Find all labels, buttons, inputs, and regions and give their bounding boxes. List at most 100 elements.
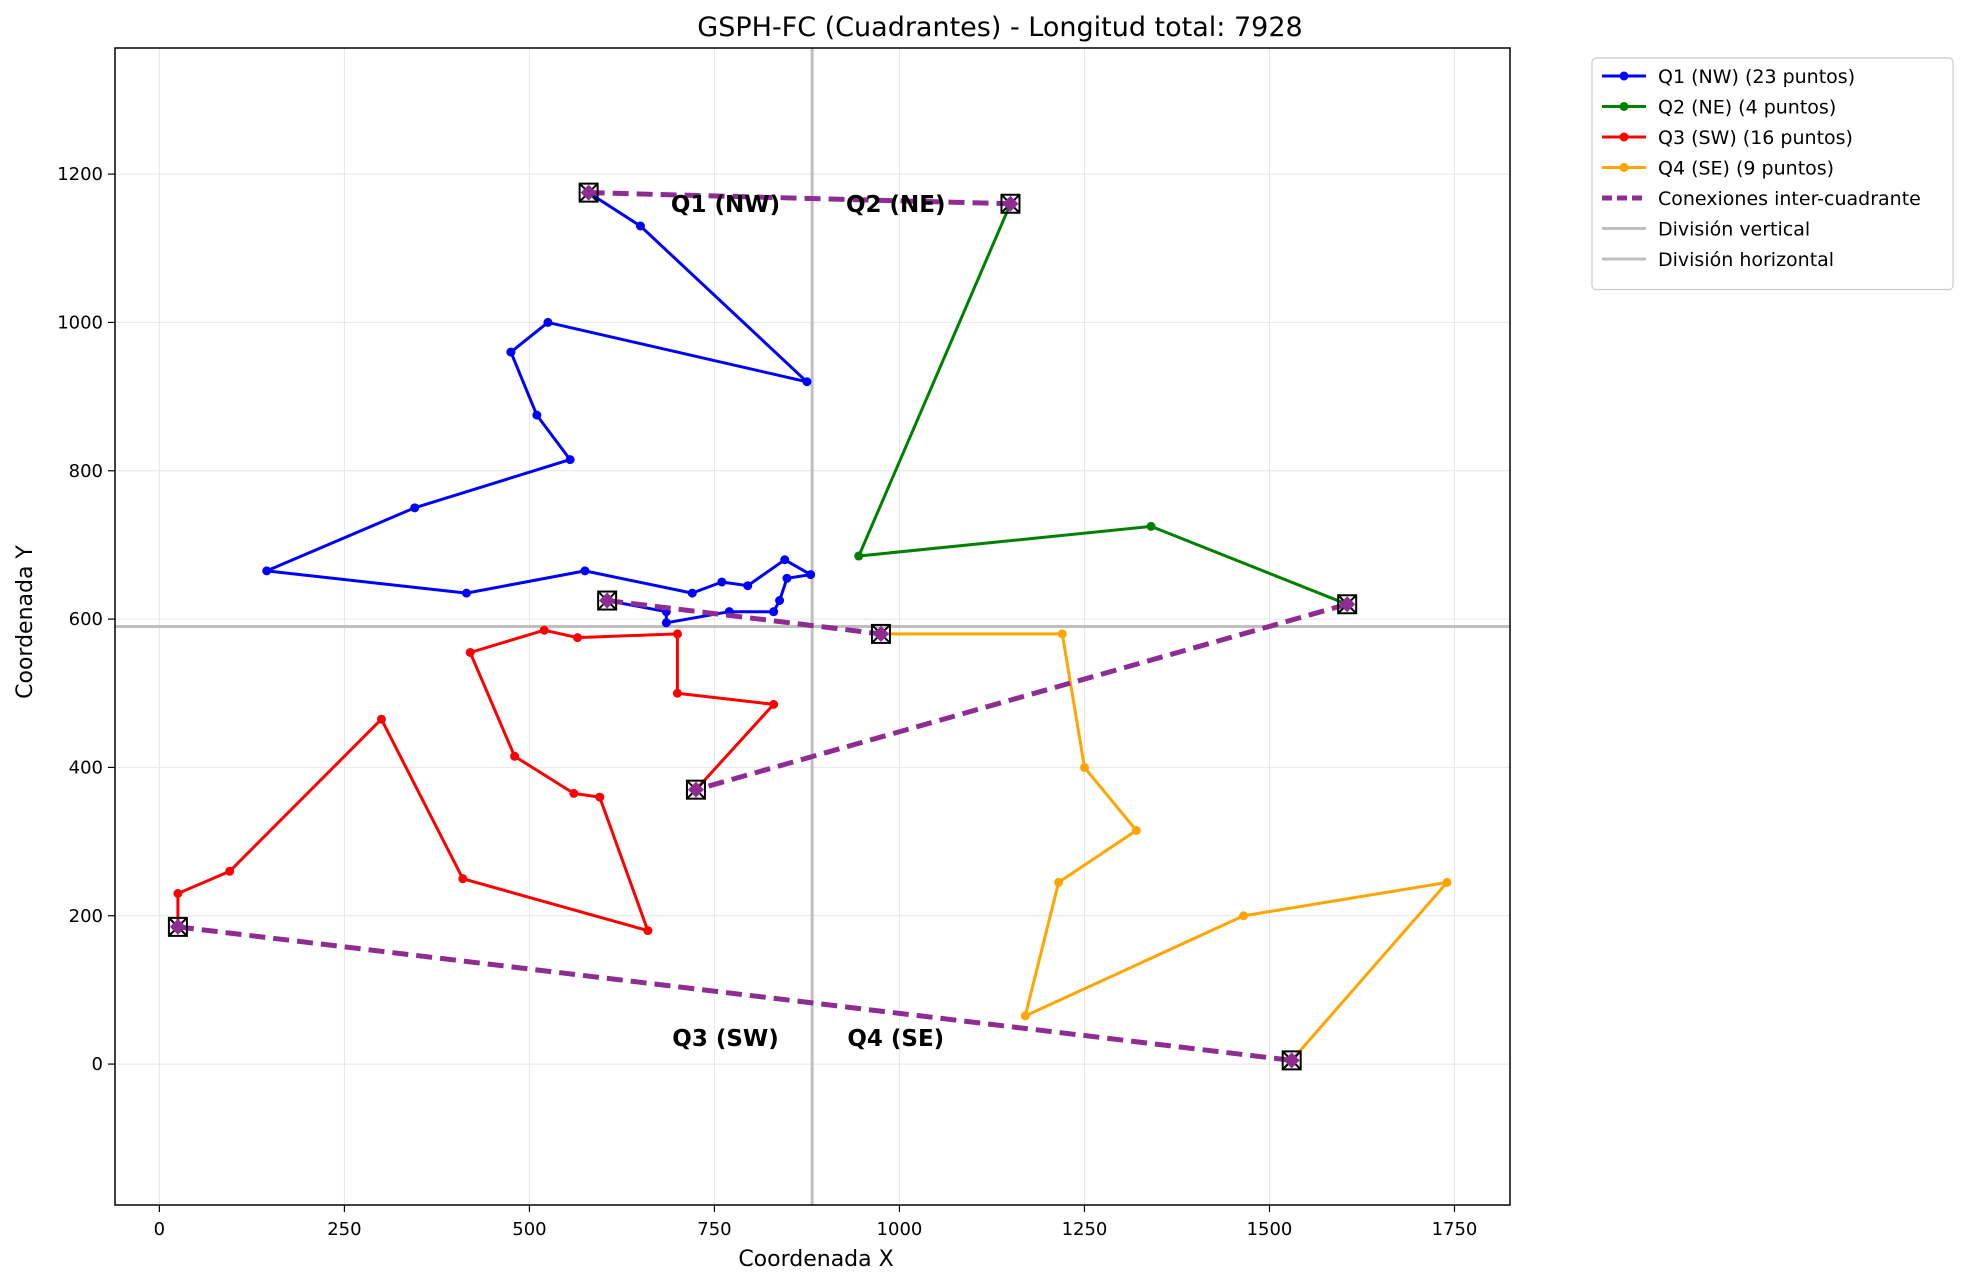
data-point-q1: [717, 577, 727, 587]
quadrant-label: Q3 (SW): [672, 1026, 779, 1052]
data-point-q3: [643, 926, 653, 936]
data-point-q2: [854, 551, 864, 561]
data-point-q4: [1442, 877, 1452, 887]
x-tick-label: 1750: [1432, 1219, 1478, 1240]
endpoint-diamond-marker: [872, 625, 889, 642]
legend-entry-label: División vertical: [1658, 219, 1810, 241]
data-point-q4: [1079, 762, 1089, 772]
endpoint-square-marker: [870, 623, 891, 644]
data-point-q3: [672, 629, 682, 639]
data-point-q3: [769, 699, 779, 709]
data-point-q3: [573, 633, 583, 643]
data-point-q1: [506, 347, 516, 357]
data-point-q1: [775, 596, 785, 606]
data-point-q1: [410, 503, 420, 513]
data-point-q1: [580, 566, 590, 576]
data-point-q2: [1146, 521, 1156, 531]
series-line-q4: [881, 632, 1449, 1062]
quadrant-labels: Q1 (NW) Q2 (NE) Q3 (SW) Q4 (SE): [671, 192, 946, 1052]
series-line-q2: [857, 203, 1348, 606]
data-point-q4: [1131, 825, 1141, 835]
data-point-q3: [595, 792, 605, 802]
endpoint-diamond-marker: [1339, 596, 1356, 613]
data-point-q3: [173, 889, 183, 898]
data-point-q4: [1054, 877, 1064, 887]
data-point-q1: [262, 566, 272, 576]
inter-quadrant-connection: [606, 598, 882, 637]
endpoint-markers: [167, 182, 1358, 1071]
data-point-q1: [565, 455, 575, 465]
connections-layer: [177, 190, 1348, 1063]
x-tick-label: 750: [697, 1219, 731, 1240]
plot-area: Q1 (NW) Q2 (NE) Q3 (SW) Q4 (SE): [115, 48, 1510, 1205]
x-tick-label: 1000: [877, 1219, 923, 1240]
y-tick-label: 800: [69, 461, 103, 482]
y-tick-label: 0: [92, 1054, 103, 1075]
data-point-q3: [672, 688, 682, 698]
x-tick-label: 250: [327, 1219, 361, 1240]
data-point-q3: [376, 714, 386, 724]
data-point-q1: [782, 573, 792, 583]
data-point-q4: [1239, 911, 1249, 921]
legend-entry-label: Q4 (SE) (9 puntos): [1658, 158, 1834, 180]
legend-swatch-marker: [1619, 132, 1629, 142]
data-point-q1: [780, 555, 790, 565]
x-tick-label: 0: [154, 1219, 165, 1240]
y-tick-label: 200: [69, 906, 103, 927]
legend-entry-label: Q1 (NW) (23 puntos): [1658, 66, 1855, 88]
legend-entry-label: Conexiones inter-cuadrante: [1658, 188, 1921, 210]
legend: Q1 (NW) (23 puntos) Q2 (NE) (4 puntos) Q3 …: [1591, 57, 1954, 291]
quadrant-label: Q4 (SE): [847, 1026, 944, 1052]
endpoint-square-marker: [597, 590, 618, 611]
y-axis-ticks: 0 200 400 600 800 1000 1200: [57, 164, 115, 1075]
legend-entry-label: División horizontal: [1658, 249, 1834, 271]
endpoint-diamond-marker: [1002, 195, 1019, 212]
plot-frame: [114, 47, 1511, 1206]
series-line-q1: [265, 191, 813, 625]
data-point-q1: [687, 588, 697, 598]
series-layer: [173, 188, 1452, 1065]
endpoint-diamond-marker: [687, 781, 704, 798]
quadrant-label: Q1 (NW): [671, 192, 780, 218]
data-point-q1: [806, 570, 816, 580]
inter-quadrant-connection: [177, 924, 1292, 1063]
y-tick-label: 400: [69, 757, 103, 778]
y-axis-label: Coordenada Y: [13, 545, 38, 699]
data-point-q3: [510, 751, 520, 761]
y-tick-label: 1000: [57, 312, 103, 333]
endpoint-square-marker: [167, 916, 188, 937]
y-tick-label: 600: [69, 609, 103, 630]
y-tick-label: 1200: [57, 164, 103, 185]
data-point-q4: [1057, 629, 1067, 639]
x-axis-label: Coordenada X: [738, 1247, 893, 1272]
x-tick-label: 1500: [1247, 1219, 1293, 1240]
x-tick-label: 1250: [1062, 1219, 1108, 1240]
endpoint-square-marker: [1000, 193, 1021, 214]
data-point-q1: [802, 377, 812, 387]
legend-swatch-marker: [1619, 71, 1629, 81]
endpoint-square-marker: [1281, 1050, 1302, 1071]
endpoint-square-marker: [578, 182, 599, 203]
data-point-q1: [769, 607, 779, 617]
data-point-q1: [743, 581, 753, 591]
legend-swatch-marker: [1619, 102, 1629, 111]
data-point-q1: [661, 618, 671, 628]
x-axis-ticks: 0 250 500 750 1000 1250 1500 1750: [154, 1205, 1478, 1240]
endpoint-diamond-marker: [599, 592, 616, 609]
legend-swatch-marker: [1619, 163, 1629, 172]
endpoint-diamond-marker: [1283, 1052, 1300, 1069]
quadrant-label: Q2 (NE): [846, 192, 946, 218]
data-point-q3: [569, 788, 579, 798]
endpoint-diamond-marker: [580, 184, 597, 201]
endpoint-square-marker: [685, 779, 706, 800]
data-point-q3: [539, 625, 549, 635]
data-point-q3: [225, 866, 235, 876]
endpoint-diamond-marker: [169, 918, 186, 935]
data-point-q1: [635, 221, 645, 231]
data-point-q4: [1020, 1011, 1030, 1021]
data-point-q3: [458, 874, 468, 884]
chart-title: GSPH-FC (Cuadrantes) - Longitud total: 7…: [697, 12, 1302, 43]
series-line-q3: [176, 628, 776, 933]
x-tick-label: 500: [512, 1219, 546, 1240]
